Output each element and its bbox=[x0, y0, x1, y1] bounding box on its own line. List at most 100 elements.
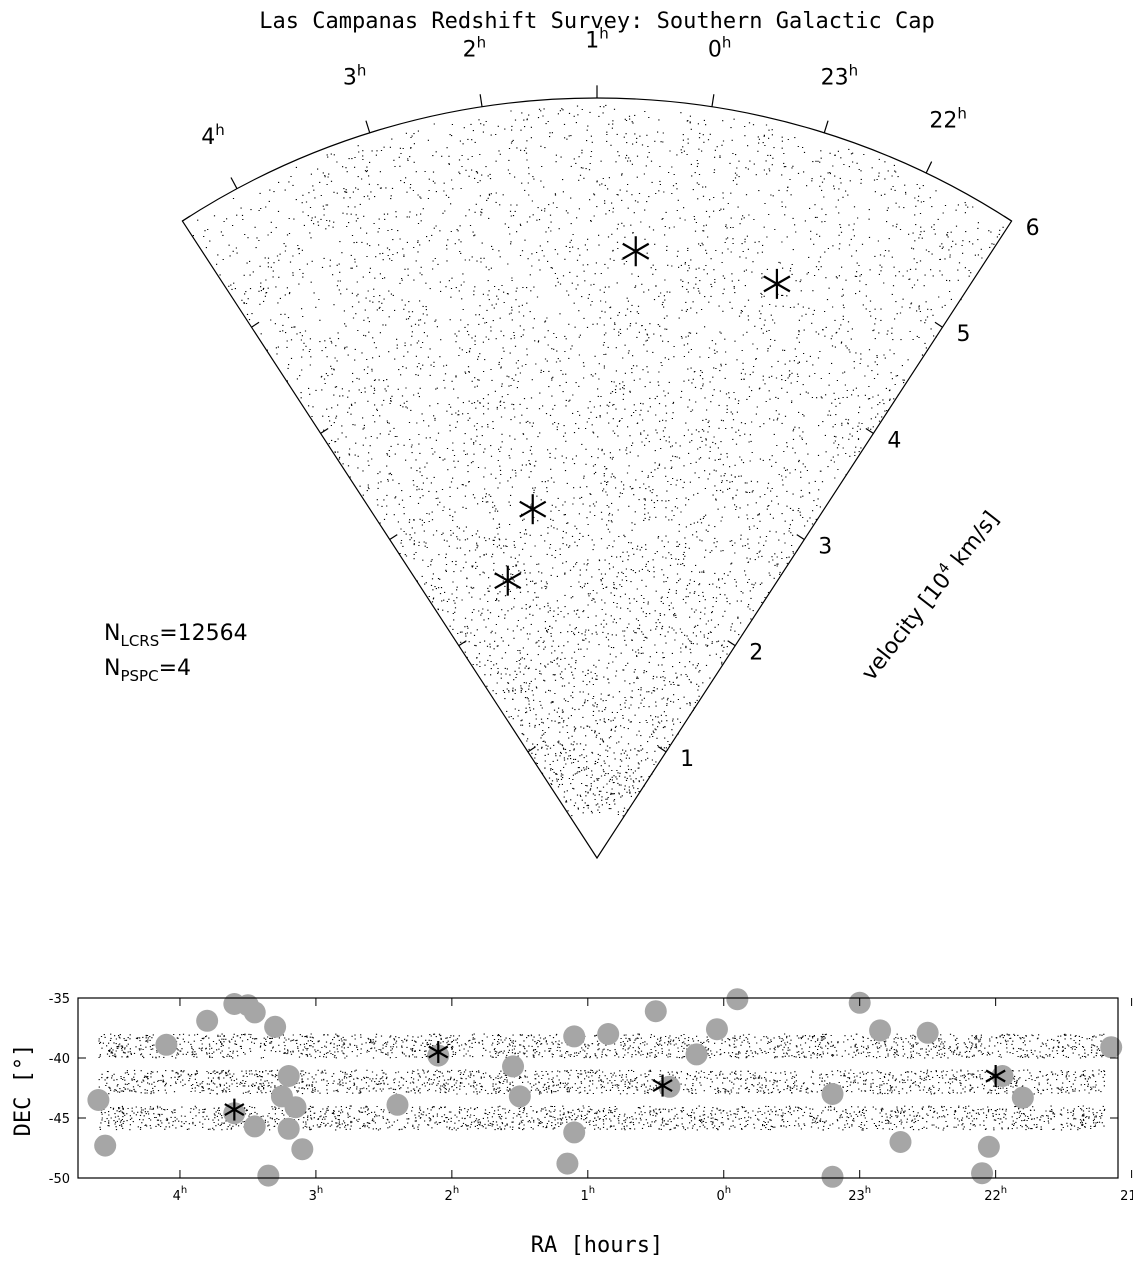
pspc-field-circle bbox=[386, 1093, 409, 1116]
pspc-field-circle bbox=[270, 1085, 293, 1108]
x-tick-unit: h bbox=[181, 1185, 187, 1196]
pspc-field-circle bbox=[243, 1115, 266, 1138]
radial-tick-left bbox=[389, 534, 398, 541]
ra-tick-label: 4h bbox=[201, 121, 225, 150]
x-tick-hours: 0 bbox=[716, 1189, 724, 1204]
ra-tick-unit: h bbox=[477, 34, 487, 52]
pspc-field-circle bbox=[977, 1135, 1000, 1158]
x-tick-hours: 3 bbox=[309, 1189, 317, 1204]
x-tick-hours: 1 bbox=[580, 1189, 588, 1204]
pspc-field-circle bbox=[94, 1134, 117, 1157]
wedge-galaxy-points bbox=[192, 104, 1004, 817]
ra-tick bbox=[365, 120, 371, 133]
chart-title: Las Campanas Redshift Survey: Southern G… bbox=[259, 9, 935, 34]
x-tick-unit: h bbox=[865, 1185, 871, 1196]
wedge-pspc-clusters bbox=[494, 236, 791, 596]
pspc-field-circle bbox=[563, 1121, 586, 1144]
pspc-field-circle bbox=[556, 1152, 579, 1175]
x-axis-label: RA [hours] bbox=[531, 1233, 663, 1258]
pspc-field-circle bbox=[1100, 1036, 1123, 1059]
pspc-field-circle bbox=[916, 1021, 939, 1044]
ra-tick-unit: h bbox=[957, 104, 967, 122]
radial-tick-label: 4 bbox=[887, 428, 901, 453]
ra-tick bbox=[479, 94, 483, 107]
pspc-field-circle bbox=[508, 1085, 531, 1108]
radec-pspc-fields bbox=[87, 988, 1123, 1188]
ra-tick-hours: 1 bbox=[585, 28, 599, 53]
ra-tick-unit: h bbox=[357, 61, 367, 79]
ra-dec-panel: 4h3h2h1h0h23h22h21h -35-40-45-50 RA [hou… bbox=[11, 988, 1133, 1258]
pspc-cluster-marker bbox=[224, 1103, 245, 1117]
x-tick-label: 0h bbox=[716, 1185, 731, 1204]
x-tick-label: 1h bbox=[580, 1185, 595, 1204]
pspc-field-circle bbox=[502, 1055, 525, 1078]
pspc-field-circle bbox=[1011, 1086, 1034, 1109]
radial-tick-left bbox=[527, 746, 536, 753]
radec-x-ticks: 4h3h2h1h0h23h22h21h bbox=[173, 998, 1133, 1204]
radec-galaxy-points bbox=[98, 1033, 1106, 1131]
pspc-field-circle bbox=[705, 1018, 728, 1041]
pspc-field-circle bbox=[991, 1065, 1014, 1087]
wedge-outline bbox=[181, 97, 1013, 860]
y-tick-label: -40 bbox=[49, 1052, 70, 1067]
pspc-field-circle bbox=[243, 1001, 266, 1024]
pspc-field-circle bbox=[821, 1083, 844, 1105]
pspc-field-circle bbox=[155, 1033, 178, 1056]
pspc-cluster-marker bbox=[763, 275, 791, 293]
pspc-field-circle bbox=[291, 1138, 314, 1161]
ra-tick-unit: h bbox=[849, 61, 859, 79]
pspc-field-circle bbox=[644, 1000, 667, 1023]
ra-tick bbox=[925, 161, 933, 174]
radial-tick-left bbox=[458, 640, 467, 647]
radial-axis-label: velocity [104 km/s] bbox=[855, 506, 1004, 686]
radial-tick-right bbox=[934, 321, 943, 328]
ra-tick-label: 2h bbox=[463, 34, 487, 63]
ra-tick-unit: h bbox=[599, 24, 609, 42]
x-tick-hours: 21 bbox=[1120, 1189, 1133, 1204]
pspc-field-circle bbox=[563, 1025, 586, 1048]
x-tick-unit: h bbox=[1001, 1185, 1007, 1196]
pspc-field-circle bbox=[277, 1065, 300, 1087]
ra-tick-label: 1h bbox=[585, 24, 609, 53]
pspc-field-circle bbox=[889, 1131, 912, 1153]
x-tick-label: 4h bbox=[173, 1185, 188, 1204]
ra-tick-hours: 4 bbox=[201, 125, 215, 150]
ra-tick-hours: 0 bbox=[708, 38, 722, 63]
pspc-cluster-marker bbox=[622, 242, 650, 260]
wedge-ticks bbox=[182, 85, 1012, 753]
ra-tick-hours: 22 bbox=[929, 108, 957, 133]
pspc-cluster-marker bbox=[494, 572, 522, 590]
pspc-field-circle bbox=[685, 1043, 708, 1066]
ra-tick-label: 3h bbox=[343, 61, 367, 90]
pspc-field-circle bbox=[196, 1009, 219, 1032]
radial-tick-left bbox=[182, 215, 191, 222]
radial-tick-left bbox=[251, 321, 260, 328]
ra-tick-unit: h bbox=[215, 121, 225, 139]
radial-tick-label: 3 bbox=[818, 535, 832, 560]
pspc-field-circle bbox=[726, 988, 749, 1011]
pspc-field-circle bbox=[257, 1164, 280, 1187]
pspc-cluster-marker bbox=[652, 1079, 673, 1093]
radial-tick-right bbox=[727, 640, 736, 647]
radial-tick-right bbox=[796, 534, 805, 541]
y-tick-label: -45 bbox=[49, 1112, 70, 1127]
x-tick-label: 22h bbox=[984, 1185, 1007, 1204]
radial-tick-label: 5 bbox=[956, 322, 970, 347]
pspc-field-circle bbox=[597, 1023, 620, 1045]
x-tick-label: 23h bbox=[848, 1185, 871, 1204]
ra-tick bbox=[711, 94, 715, 107]
radial-tick-label: 1 bbox=[680, 747, 694, 772]
y-axis-label: DEC [°] bbox=[11, 1044, 36, 1137]
ra-tick-unit: h bbox=[722, 34, 732, 52]
ra-tick bbox=[823, 120, 829, 133]
ra-tick-hours: 3 bbox=[343, 65, 357, 90]
pspc-cluster-marker bbox=[428, 1045, 449, 1059]
pspc-field-circle bbox=[821, 1165, 844, 1188]
pspc-field-circle bbox=[277, 1117, 300, 1140]
ra-tick bbox=[230, 177, 238, 189]
n-lcrs-label: NLCRS=12564 bbox=[104, 621, 248, 650]
x-tick-unit: h bbox=[589, 1185, 595, 1196]
pspc-field-circle bbox=[87, 1089, 110, 1111]
